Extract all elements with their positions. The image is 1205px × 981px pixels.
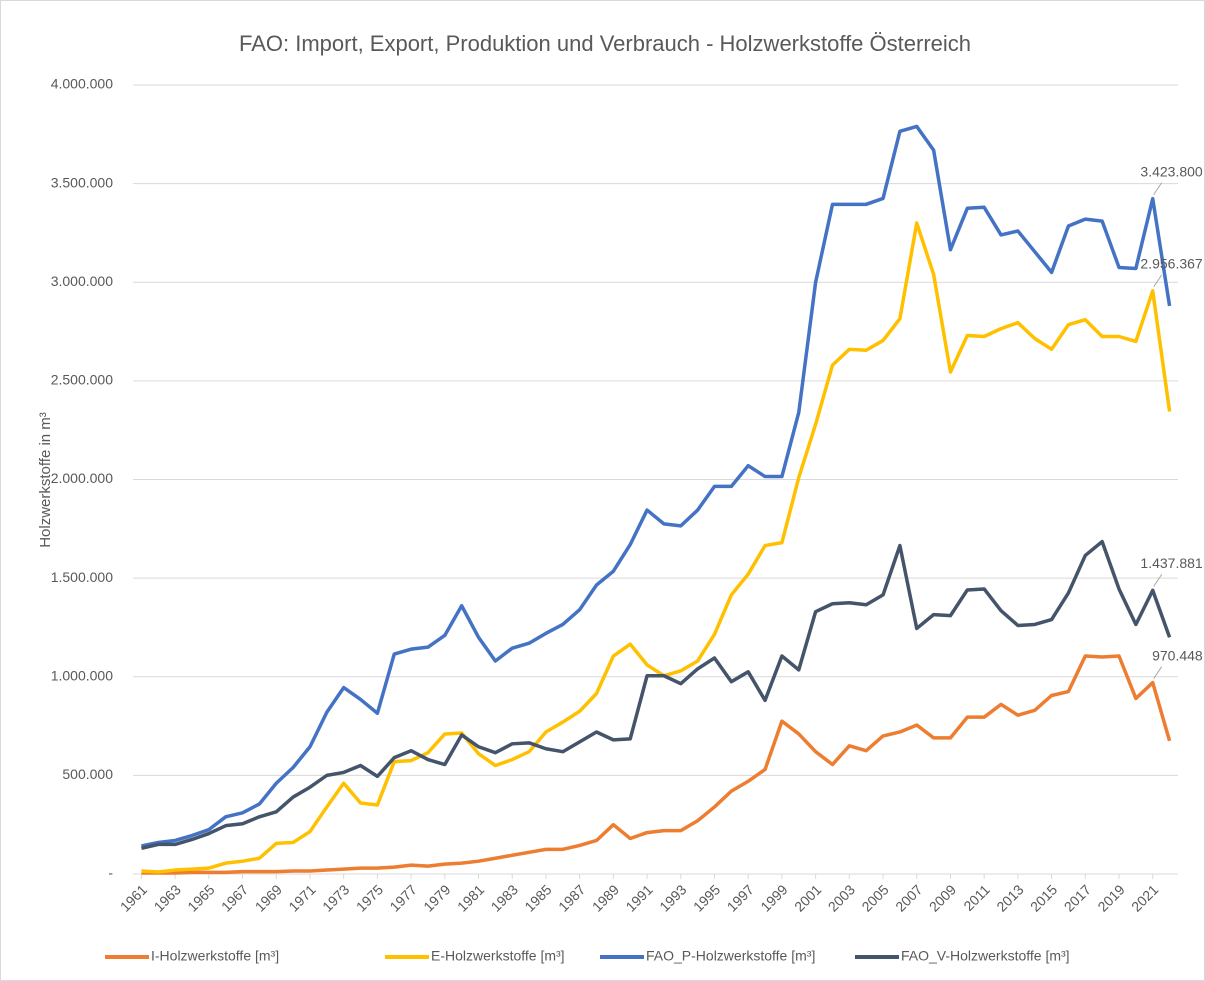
legend-label: I-Holzwerkstoffe [m³] — [151, 948, 279, 964]
y-tick-label: - — [108, 865, 113, 881]
y-tick-label: 2.000.000 — [51, 470, 113, 486]
series-line — [141, 124, 1172, 848]
legend-label: E-Holzwerkstoffe [m³] — [431, 948, 565, 964]
series-line — [141, 539, 1172, 851]
leader-line — [1153, 666, 1163, 679]
y-tick-label: 1.500.000 — [51, 569, 113, 585]
y-tick-label: 4.000.000 — [51, 76, 113, 92]
leader-line — [1153, 574, 1163, 587]
y-axis-title: Holzwerkstoffe in m³ — [37, 412, 54, 548]
y-tick-label: 3.000.000 — [51, 273, 113, 289]
y-tick-label: 1.000.000 — [51, 667, 113, 683]
leader-line — [1153, 182, 1163, 195]
y-tick-label: 500.000 — [62, 766, 113, 782]
data-label: 970.448 — [1152, 647, 1203, 663]
series-line — [141, 221, 1172, 874]
series-line — [141, 654, 1172, 875]
data-label: 1.437.881 — [1140, 555, 1202, 571]
leader-line — [1153, 274, 1163, 288]
y-tick-label: 2.500.000 — [51, 372, 113, 388]
legend-label: FAO_P-Holzwerkstoffe [m³] — [646, 948, 815, 964]
chart-title: FAO: Import, Export, Produktion und Verb… — [239, 31, 971, 56]
legend-label: FAO_V-Holzwerkstoffe [m³] — [901, 948, 1070, 964]
data-label: 3.423.800 — [1140, 163, 1202, 179]
y-tick-label: 3.500.000 — [51, 174, 113, 190]
data-label: 2.956.367 — [1140, 256, 1202, 272]
